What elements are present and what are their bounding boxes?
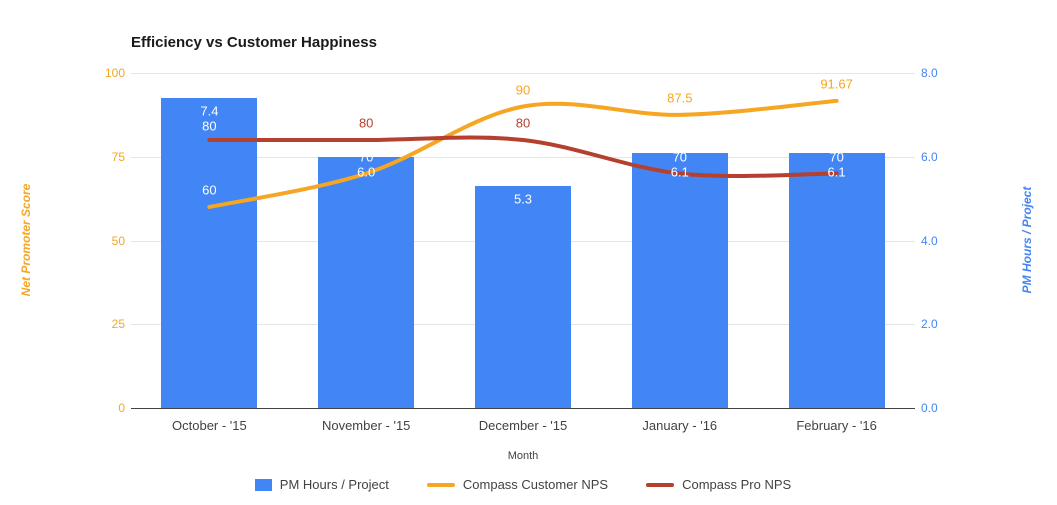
- legend: PM Hours / Project Compass Customer NPS …: [131, 477, 915, 492]
- right-axis-tick: 2.0: [921, 317, 938, 332]
- left-axis-tick: 25: [111, 317, 125, 332]
- gridline: [131, 73, 915, 74]
- x-axis-category-label: February - '16: [796, 418, 877, 433]
- legend-label-pro-nps: Compass Pro NPS: [682, 477, 792, 492]
- x-axis-category-label: November - '15: [321, 418, 411, 433]
- bar-pm-hours[interactable]: [631, 152, 728, 408]
- bar-pm-hours[interactable]: [788, 152, 885, 408]
- bar-swatch-icon: [254, 478, 272, 491]
- customer-nps-line[interactable]: [207, 98, 839, 209]
- pro-nps-line[interactable]: [207, 135, 839, 178]
- line-swatch-icon: [646, 482, 675, 487]
- bar-value-label: 6.0: [357, 164, 376, 179]
- bar-value-label: 6.1: [670, 164, 689, 179]
- chart-title: Efficiency vs Customer Happiness: [131, 34, 377, 51]
- customer-nps-label: 70: [358, 149, 374, 164]
- pro-nps-label: 80: [358, 115, 374, 131]
- left-axis-tick: 100: [104, 66, 125, 80]
- bar-pm-hours[interactable]: [161, 98, 258, 408]
- pro-nps-label: 70: [672, 149, 688, 164]
- left-axis-tick: 0: [118, 401, 125, 415]
- customer-nps-label: 90: [515, 82, 531, 97]
- x-axis-category-label: October - '15: [172, 418, 247, 433]
- line-swatch-icon: [426, 482, 455, 487]
- right-axis-tick: 0.0: [921, 401, 938, 415]
- right-axis-tick: 4.0: [921, 233, 938, 248]
- pro-nps-label: 70: [829, 149, 844, 164]
- bar-value-label: 5.3: [513, 191, 533, 207]
- gridline: [131, 156, 915, 158]
- pro-nps-label: 80: [515, 115, 531, 131]
- customer-nps-label: 91.67: [820, 76, 853, 92]
- right-axis-tick: 8.0: [921, 66, 938, 80]
- left-axis-tick: 75: [111, 149, 125, 164]
- legend-item-pm-hours[interactable]: PM Hours / Project: [254, 477, 389, 492]
- right-axis-tick: 6.0: [921, 149, 938, 164]
- pro-nps-label: 80: [202, 118, 217, 134]
- legend-label-customer-nps: Compass Customer NPS: [462, 477, 609, 492]
- x-axis-line: [131, 408, 915, 409]
- bar-value-label: 6.1: [827, 164, 846, 179]
- bar-value-label: 7.4: [200, 103, 219, 119]
- x-axis-category-label: January - '16: [642, 418, 718, 433]
- legend-item-customer-nps[interactable]: Compass Customer NPS: [426, 477, 609, 492]
- customer-nps-label: 60: [202, 182, 217, 198]
- left-axis-tick: 50: [111, 233, 125, 248]
- legend-label-pm-hours: PM Hours / Project: [279, 477, 389, 492]
- bar-pm-hours[interactable]: [318, 156, 415, 408]
- x-axis-category-label: December - '15: [478, 418, 568, 433]
- legend-item-pro-nps[interactable]: Compass Pro NPS: [646, 477, 791, 492]
- customer-nps-label: 87.5: [667, 90, 693, 106]
- bar-pm-hours[interactable]: [475, 186, 571, 408]
- x-axis-title: Month: [507, 450, 539, 462]
